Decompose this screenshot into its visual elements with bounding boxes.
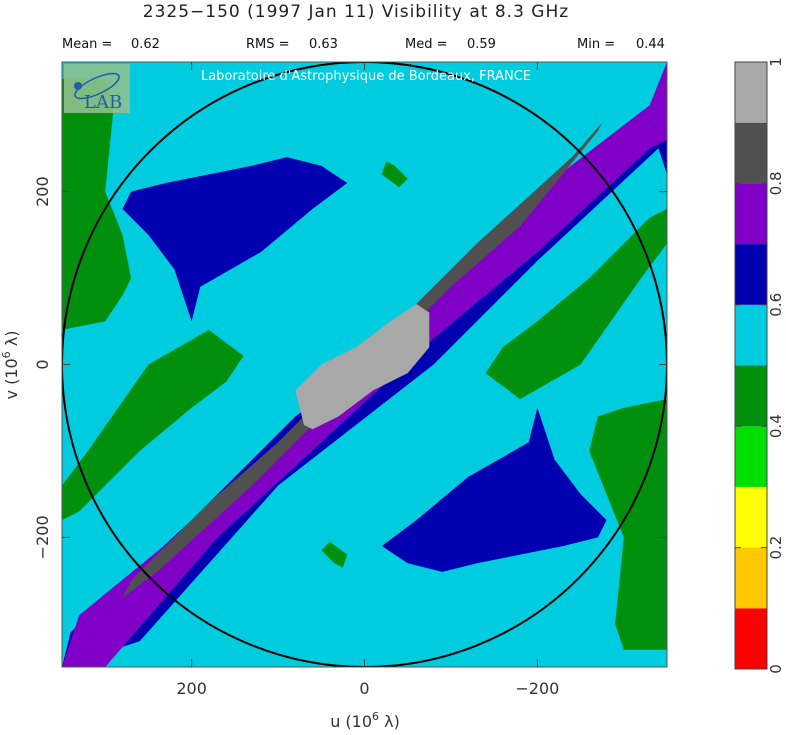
region-green-right-arm bbox=[485, 208, 667, 400]
uv-plot-area bbox=[62, 62, 667, 667]
colorbar-tick-label: 0.2 bbox=[767, 536, 785, 560]
colorbar-segment bbox=[735, 62, 767, 123]
contour-regions bbox=[62, 62, 667, 667]
y-tick-label: 0 bbox=[33, 359, 52, 369]
colorbar-segment bbox=[735, 304, 767, 366]
y-axis: 200 0 −200 bbox=[33, 176, 667, 559]
colorbar-tick-label: 0.4 bbox=[767, 414, 785, 438]
colorbar-tick-label: 0.8 bbox=[767, 171, 785, 195]
stat-min-label: Min = bbox=[577, 37, 615, 52]
laboratory-banner: Laboratoire d'Astrophysique de Bordeaux,… bbox=[201, 69, 531, 84]
stats-row: Mean = 0.62 RMS = 0.63 Med = 0.59 Min = … bbox=[62, 37, 665, 52]
stat-mean-label: Mean = bbox=[62, 37, 112, 52]
x-tick-label: 200 bbox=[176, 679, 207, 698]
x-axis: 200 0 −200 bbox=[176, 62, 559, 698]
colorbar-segment bbox=[735, 426, 767, 487]
x-tick-label: −200 bbox=[515, 679, 559, 698]
colorbar-frame bbox=[734, 61, 768, 670]
colorbar-segment bbox=[735, 183, 767, 245]
stat-med-label: Med = bbox=[405, 37, 448, 52]
colorbar-segment bbox=[735, 244, 767, 305]
region-green-blob-lower bbox=[321, 541, 348, 568]
colorbar-tick-label: 0 bbox=[767, 664, 785, 674]
colorbar-segment bbox=[735, 365, 767, 427]
stat-med-value: 0.59 bbox=[467, 37, 496, 52]
y-axis-label: v (106 λ) bbox=[0, 331, 21, 400]
region-green-blob-upper bbox=[381, 161, 408, 188]
region-green-left-arm bbox=[62, 329, 244, 521]
stat-min-value: 0.44 bbox=[636, 37, 665, 52]
stat-rms-value: 0.63 bbox=[309, 37, 338, 52]
colorbar-tick-label: 0.6 bbox=[767, 293, 785, 317]
colorbar-segment bbox=[735, 608, 767, 669]
region-light-gray-core bbox=[295, 304, 430, 430]
chart-title: 2325−150 (1997 Jan 11) Visibility at 8.3… bbox=[143, 2, 569, 22]
stat-rms-label: RMS = bbox=[246, 37, 290, 52]
logo-text: LAB bbox=[84, 92, 122, 113]
region-green-lower-right-edge bbox=[589, 399, 667, 650]
lab-logo: LAB bbox=[64, 64, 130, 113]
colorbar: 0 0.2 0.4 0.6 0.8 1 bbox=[734, 57, 785, 674]
colorbar-segment bbox=[735, 486, 767, 548]
colorbar-tick-label: 1 bbox=[767, 57, 785, 67]
y-tick-label: −200 bbox=[33, 515, 52, 559]
colorbar-segment bbox=[735, 547, 767, 609]
colorbar-segment bbox=[735, 122, 767, 184]
region-green-upper-left-edge bbox=[62, 79, 132, 330]
region-blue-blob-lower-right bbox=[381, 407, 607, 572]
region-blue-blob-upper-left bbox=[122, 157, 348, 322]
x-tick-label: 0 bbox=[359, 679, 369, 698]
y-tick-label: 200 bbox=[33, 176, 52, 207]
stat-mean-value: 0.62 bbox=[131, 37, 160, 52]
x-axis-label: u (106 λ) bbox=[330, 710, 400, 731]
